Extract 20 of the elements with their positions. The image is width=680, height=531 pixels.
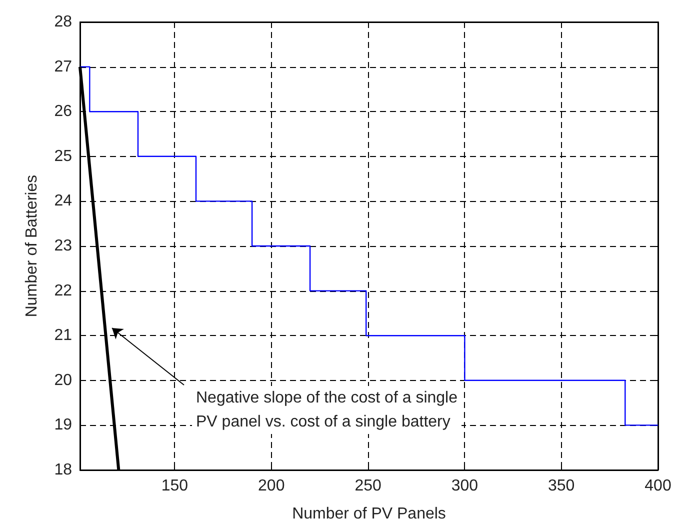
y-tick-label: 20: [54, 372, 72, 389]
annotation: Negative slope of the cost of a single PV panel vs. cost of a single battery: [196, 390, 458, 430]
x-tick-label: 350: [548, 478, 575, 494]
y-tick-label: 23: [54, 238, 72, 254]
y-tick-label: 26: [54, 103, 72, 120]
y-tick-label: 21: [54, 327, 72, 344]
x-tick-label: 200: [258, 478, 285, 494]
y-tick-label: 24: [54, 192, 72, 210]
x-tick-label: 300: [451, 478, 478, 494]
y-tick-label: 18: [54, 462, 72, 478]
y-tick-label: 27: [54, 58, 72, 76]
y-tick-label: 25: [54, 148, 72, 165]
x-tick-label: 150: [161, 478, 188, 494]
x-tick-label: 250: [354, 478, 382, 494]
x-tick-label: 400: [644, 478, 672, 494]
y-tick-label: 22: [54, 282, 72, 300]
y-tick-label: 28: [54, 14, 72, 30]
y-axis-title: Number of Batteries: [24, 174, 40, 318]
x-axis-title: Number of PV Panels: [292, 506, 446, 522]
y-tick-label: 19: [54, 416, 72, 434]
